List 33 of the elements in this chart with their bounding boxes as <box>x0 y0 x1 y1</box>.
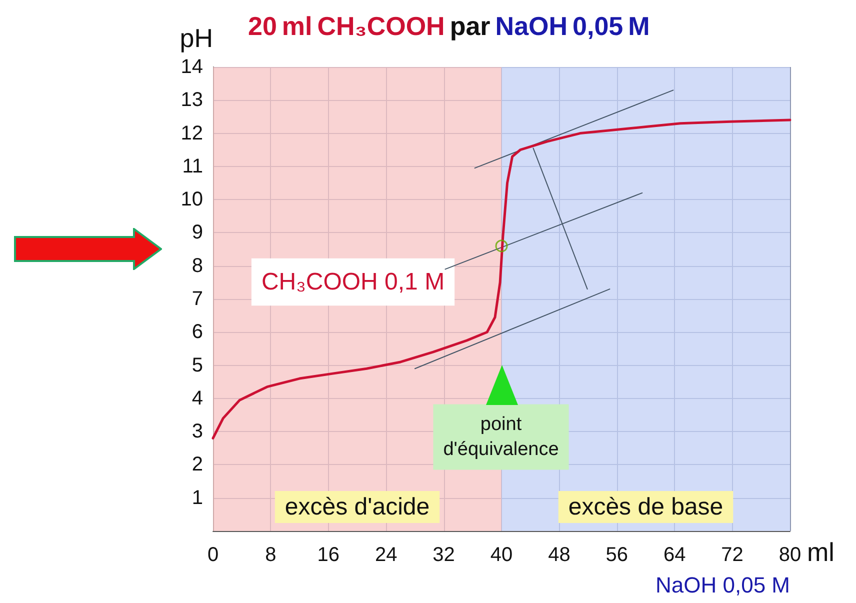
x-tick-label: 56 <box>606 544 628 566</box>
band-label: excès d'acide <box>284 494 430 520</box>
annotation: point d'équivalence <box>443 414 559 460</box>
y-tick-label: 7 <box>192 288 203 310</box>
y-tick-label: 4 <box>192 387 203 410</box>
y-tick-label: 13 <box>180 89 203 112</box>
y-tick-label: 8 <box>192 254 203 277</box>
x-axis-title: ml <box>807 537 834 567</box>
y-tick-label: 14 <box>180 56 203 78</box>
chart-title: 20 ml CH₃COOH par NaOH 0,05 M <box>248 11 650 41</box>
x-tick-label: 40 <box>490 544 513 566</box>
annotation: CH₃COOH 0,1 M <box>261 268 445 296</box>
y-tick-label: 2 <box>192 454 203 476</box>
x-tick-label: 0 <box>207 544 219 566</box>
x-tick-label: 48 <box>548 544 570 566</box>
y-tick-label: 1 <box>192 486 203 509</box>
x-tick-label: 72 <box>721 544 744 566</box>
y-tick-label: 5 <box>192 354 203 376</box>
band-label: excès de base <box>568 494 724 520</box>
y-tick-label: 3 <box>192 420 203 443</box>
y-axis-title: pH <box>180 23 213 53</box>
x-tick-label: 16 <box>317 544 340 566</box>
x-tick-label: 64 <box>663 544 686 566</box>
x-tick-label: 80 <box>778 544 802 566</box>
y-tick-label: 9 <box>192 222 203 244</box>
x-tick-label: 32 <box>432 544 455 566</box>
y-tick-label: 12 <box>180 122 203 144</box>
y-tick-label: 11 <box>182 155 203 178</box>
y-tick-label: 6 <box>192 321 203 344</box>
x-tick-label: 24 <box>374 544 398 566</box>
y-tick-label: 10 <box>180 188 203 211</box>
x-tick-label: 8 <box>265 544 276 566</box>
text: NaOH 0,05 M <box>656 572 790 598</box>
